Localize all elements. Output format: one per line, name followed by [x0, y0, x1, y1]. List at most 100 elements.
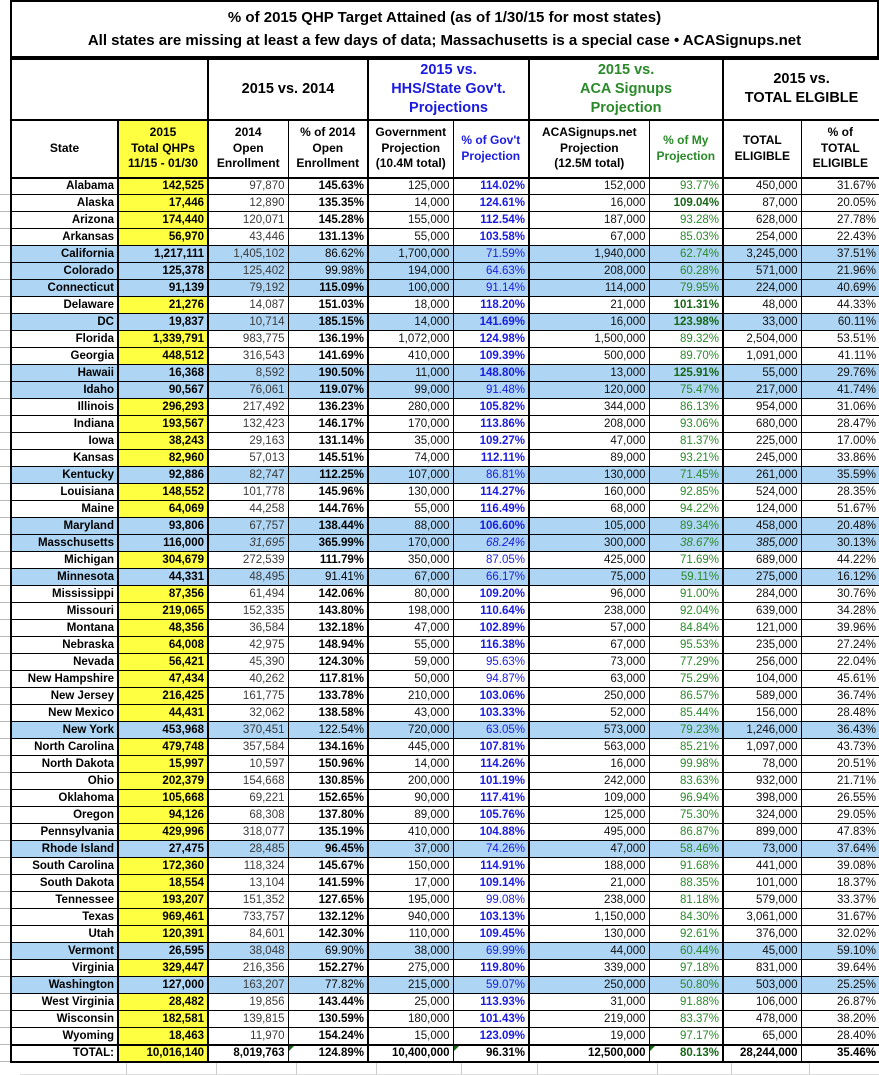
- cell-pctmy: 86.57%: [648, 687, 724, 706]
- table-row: Masschusetts 116,000 31,695 365.99% 170,000 6…: [10, 534, 879, 553]
- cell-gov: 25,000: [367, 993, 454, 1012]
- cell-pctmy: 96.94%: [648, 789, 724, 808]
- cell-elig: 639,000: [722, 602, 802, 621]
- cell-qhp: 329,447: [117, 959, 209, 978]
- cell-qhp: 19,837: [117, 313, 209, 332]
- cell-aca: 21,000: [528, 296, 650, 315]
- cell-aca: 13,000: [528, 364, 650, 383]
- cell-elig: 224,000: [722, 279, 802, 298]
- cell-aca: 1,940,000: [528, 245, 650, 264]
- col-header-gov-projection: Government Projection (10.4M total): [367, 119, 454, 179]
- cell-state: Indiana: [10, 415, 119, 434]
- cell-gov: 14,000: [367, 755, 454, 774]
- cell-pctelig: 29.76%: [800, 364, 879, 383]
- table-row: Vermont 26,595 38,048 69.90% 38,000 69.99% 44,…: [10, 942, 879, 961]
- cell-pctmy: 86.13%: [648, 398, 724, 417]
- cell-state: Maine: [10, 500, 119, 519]
- cell-state: Minnesota: [10, 568, 119, 587]
- cell-pctgov: 103.33%: [452, 704, 530, 723]
- cell-elig: 324,000: [722, 806, 802, 825]
- col-header-2014-enrollment: 2014 Open Enrollment: [207, 119, 289, 179]
- cell-elig: 28,244,000: [722, 1043, 802, 1063]
- cell-qhp: 92,886: [117, 466, 209, 485]
- cell-pctgov: 109.14%: [452, 874, 530, 893]
- cell-e2014: 151,352: [207, 891, 289, 910]
- cell-pct2014: 136.19%: [287, 330, 369, 349]
- cell-aca: 250,000: [528, 976, 650, 995]
- table-row: Louisiana 148,552 101,778 145.96% 130,000 114…: [10, 483, 879, 502]
- cell-e2014: 48,495: [207, 568, 289, 587]
- cell-gov: 210,000: [367, 687, 454, 706]
- table-row: New Hampshire 47,434 40,262 117.81% 50,000 94…: [10, 670, 879, 689]
- cell-state: Oregon: [10, 806, 119, 825]
- cell-elig: 245,000: [722, 449, 802, 468]
- table-row: Kansas 82,960 57,013 145.51% 74,000 112.11% 89…: [10, 449, 879, 468]
- col-header-pct-my: % of My Projection: [648, 119, 724, 179]
- cell-e2014: 161,775: [207, 687, 289, 706]
- cell-state: Wisconsin: [10, 1010, 119, 1029]
- cell-pctgov: 109.20%: [452, 585, 530, 604]
- cell-pct2014: 143.44%: [287, 993, 369, 1012]
- cell-elig: 3,061,000: [722, 908, 802, 927]
- cell-pctmy: 125.91%: [648, 364, 724, 383]
- cell-pctmy: 81.37%: [648, 432, 724, 451]
- cell-e2014: 10,597: [207, 755, 289, 774]
- cell-e2014: 97,870: [207, 177, 289, 196]
- cell-gov: 150,000: [367, 857, 454, 876]
- cell-pctelig: 47.83%: [800, 823, 879, 842]
- table-row: New Mexico 44,431 32,062 138.58% 43,000 103.3…: [10, 704, 879, 723]
- cell-pctmy: 91.00%: [648, 585, 724, 604]
- cell-pctmy: 109.04%: [648, 194, 724, 213]
- cell-pct2014: 145.63%: [287, 177, 369, 196]
- cell-pct2014: 145.51%: [287, 449, 369, 468]
- cell-pctmy: 84.84%: [648, 619, 724, 638]
- table-row: Delaware 21,276 14,087 151.03% 18,000 118.20%…: [10, 296, 879, 315]
- cell-e2014: 357,584: [207, 738, 289, 757]
- cell-elig: 124,000: [722, 500, 802, 519]
- cell-pctelig: 16.12%: [800, 568, 879, 587]
- table-row: Mississippi 87,356 61,494 142.06% 80,000 109.…: [10, 585, 879, 604]
- cell-pctelig: 39.64%: [800, 959, 879, 978]
- cell-pctmy: 92.85%: [648, 483, 724, 502]
- col-header-pct-gov: % of Gov't Projection: [452, 119, 530, 179]
- cell-gov: 55,000: [367, 500, 454, 519]
- cell-elig: 831,000: [722, 959, 802, 978]
- cell-pctelig: 20.51%: [800, 755, 879, 774]
- cell-pctelig: 38.20%: [800, 1010, 879, 1029]
- cell-gov: 10,400,000: [367, 1043, 454, 1063]
- cell-pctmy: 60.44%: [648, 942, 724, 961]
- cell-pctelig: 34.28%: [800, 602, 879, 621]
- cell-aca: 16,000: [528, 755, 650, 774]
- cell-state: North Dakota: [10, 755, 119, 774]
- cell-elig: 441,000: [722, 857, 802, 876]
- cell-aca: 16,000: [528, 313, 650, 332]
- cell-pctgov: 103.06%: [452, 687, 530, 706]
- cell-state: Masschusetts: [10, 534, 119, 553]
- cell-qhp: 1,339,791: [117, 330, 209, 349]
- cell-gov: 720,000: [367, 721, 454, 740]
- cell-pctmy: 75.47%: [648, 381, 724, 400]
- cell-pct2014: 145.96%: [287, 483, 369, 502]
- cell-aca: 73,000: [528, 653, 650, 672]
- cell-qhp: 56,970: [117, 228, 209, 247]
- cell-e2014: 29,163: [207, 432, 289, 451]
- cell-pct2014: 145.28%: [287, 211, 369, 230]
- cell-e2014: 983,775: [207, 330, 289, 349]
- cell-aca: 160,000: [528, 483, 650, 502]
- cell-pct2014: 77.82%: [287, 976, 369, 995]
- cell-pct2014: 138.58%: [287, 704, 369, 723]
- cell-e2014: 118,324: [207, 857, 289, 876]
- cell-elig: 33,000: [722, 313, 802, 332]
- table-row: Colorado 125,378 125,402 99.98% 194,000 64.63…: [10, 262, 879, 281]
- cell-aca: 500,000: [528, 347, 650, 366]
- cell-pctmy: 79.23%: [648, 721, 724, 740]
- cell-pct2014: 152.65%: [287, 789, 369, 808]
- cell-state: Alabama: [10, 177, 119, 196]
- cell-pctelig: 59.10%: [800, 942, 879, 961]
- cell-state: Connecticut: [10, 279, 119, 298]
- cell-state: Illinois: [10, 398, 119, 417]
- cell-pct2014: 122.54%: [287, 721, 369, 740]
- cell-pct2014: 150.96%: [287, 755, 369, 774]
- cell-pctelig: 22.43%: [800, 228, 879, 247]
- cell-gov: 1,700,000: [367, 245, 454, 264]
